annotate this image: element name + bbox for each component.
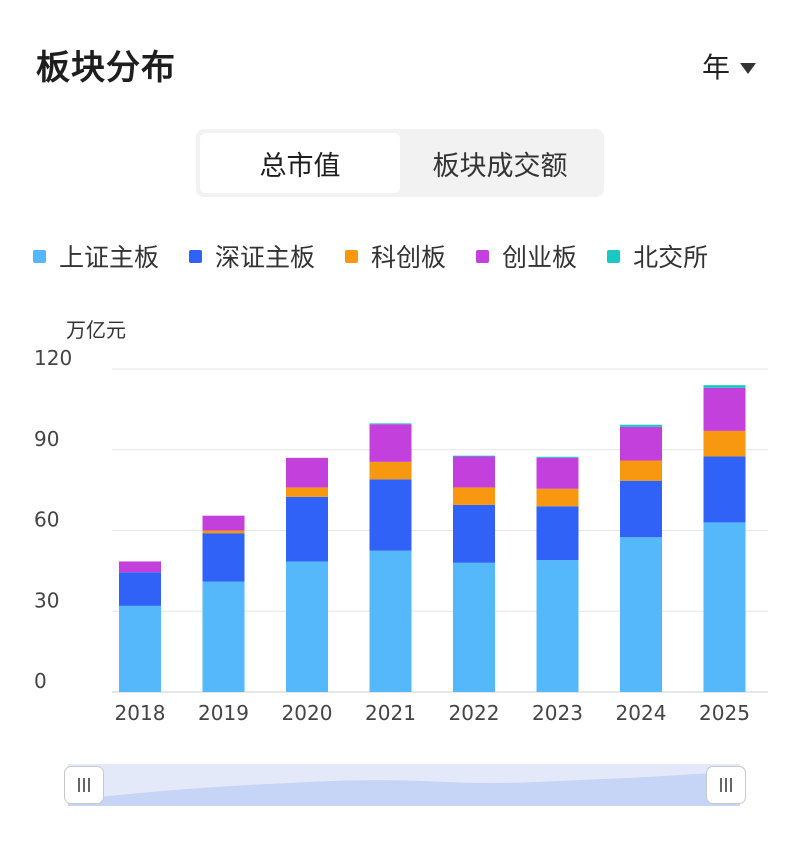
- bar-segment[interactable]: [369, 550, 412, 692]
- bar-segment[interactable]: [703, 522, 746, 692]
- bar-segment[interactable]: [703, 387, 746, 431]
- bar-segment[interactable]: [536, 456, 579, 458]
- y-tick-label: 30: [34, 588, 59, 612]
- page-title: 板块分布: [36, 48, 176, 88]
- chart-legend: 上证主板 深证主板 科创板 创业板 北交所: [33, 238, 738, 274]
- bar-segment[interactable]: [620, 480, 662, 538]
- x-tick-label: 2025: [699, 701, 750, 725]
- legend-swatch: [33, 249, 46, 263]
- tab-total-market-value[interactable]: 总市值: [200, 133, 400, 193]
- x-tick-label: 2024: [616, 701, 667, 725]
- bar-segment[interactable]: [620, 426, 662, 461]
- x-tick-label: 2018: [115, 701, 166, 725]
- stacked-bar-chart: 0 30 60 90 120 2018 2019 2020 2021 2022 2023 2024 20…: [34, 346, 768, 725]
- bar-segment[interactable]: [536, 488, 579, 507]
- bar-segment[interactable]: [202, 515, 245, 531]
- y-tick-label: 90: [34, 427, 59, 451]
- legend-label: 上证主板: [59, 243, 160, 272]
- metric-tab-group: 总市值 板块成交额: [196, 129, 604, 197]
- bar-segment[interactable]: [369, 479, 412, 551]
- bar-segment[interactable]: [536, 506, 579, 561]
- bar-segment[interactable]: [620, 460, 662, 481]
- legend-item-chinext[interactable]: 创业板: [476, 238, 577, 274]
- bar-segment[interactable]: [119, 572, 161, 606]
- bar-segment[interactable]: [202, 581, 245, 692]
- legend-item-szse-main[interactable]: 深证主板: [189, 238, 315, 274]
- y-axis-unit-label: 万亿元: [66, 318, 126, 342]
- zoom-end-handle[interactable]: [706, 766, 746, 804]
- period-dropdown[interactable]: 年: [702, 46, 756, 86]
- bar-segment[interactable]: [536, 560, 579, 692]
- zoom-start-handle[interactable]: [64, 766, 104, 804]
- bar-segment[interactable]: [369, 423, 412, 425]
- legend-swatch: [345, 249, 359, 263]
- bar-segment[interactable]: [620, 424, 662, 427]
- bar-segment[interactable]: [453, 456, 495, 488]
- legend-swatch: [476, 249, 490, 263]
- legend-label: 科创板: [371, 243, 447, 272]
- legend-label: 北交所: [633, 243, 709, 272]
- x-tick-label: 2021: [365, 701, 416, 725]
- bar-segment[interactable]: [369, 461, 412, 480]
- zoom-preview-area: [68, 772, 740, 806]
- x-tick-label: 2019: [198, 701, 249, 725]
- zoom-slider-track[interactable]: [68, 764, 740, 806]
- bar-segment[interactable]: [453, 455, 495, 457]
- bar-segment[interactable]: [369, 424, 412, 462]
- bar-segment[interactable]: [703, 456, 746, 523]
- x-tick-label: 2023: [532, 701, 583, 725]
- bar-segment[interactable]: [703, 385, 746, 388]
- bar-segment[interactable]: [453, 562, 495, 692]
- legend-item-bse[interactable]: 北交所: [607, 238, 708, 274]
- bar-segment[interactable]: [119, 605, 161, 692]
- x-tick-label: 2020: [282, 701, 333, 725]
- x-tick-label: 2022: [449, 701, 500, 725]
- bar-segment[interactable]: [453, 487, 495, 505]
- bar-segment[interactable]: [286, 487, 328, 497]
- bar-segment[interactable]: [286, 561, 328, 692]
- bar-segment[interactable]: [202, 533, 245, 582]
- legend-item-sse-main[interactable]: 上证主板: [33, 238, 159, 274]
- bar-segment[interactable]: [453, 504, 495, 563]
- bar-segment[interactable]: [286, 496, 328, 562]
- legend-label: 深证主板: [215, 243, 316, 272]
- legend-swatch: [189, 249, 203, 263]
- caret-down-icon: [740, 62, 756, 74]
- period-label: 年: [701, 51, 730, 84]
- bar-segment[interactable]: [119, 561, 161, 573]
- y-tick-label: 0: [34, 669, 47, 693]
- legend-swatch: [607, 249, 621, 263]
- tab-sector-turnover[interactable]: 板块成交额: [432, 150, 568, 182]
- bar-segment[interactable]: [620, 537, 662, 692]
- legend-item-star-market[interactable]: 科创板: [345, 238, 446, 274]
- bar-segment[interactable]: [286, 457, 328, 488]
- bar-segment[interactable]: [703, 430, 746, 457]
- y-tick-label: 60: [34, 508, 59, 532]
- legend-label: 创业板: [502, 243, 578, 272]
- bar-segment[interactable]: [202, 530, 245, 534]
- bar-segment[interactable]: [536, 457, 579, 489]
- y-tick-label: 120: [34, 346, 72, 370]
